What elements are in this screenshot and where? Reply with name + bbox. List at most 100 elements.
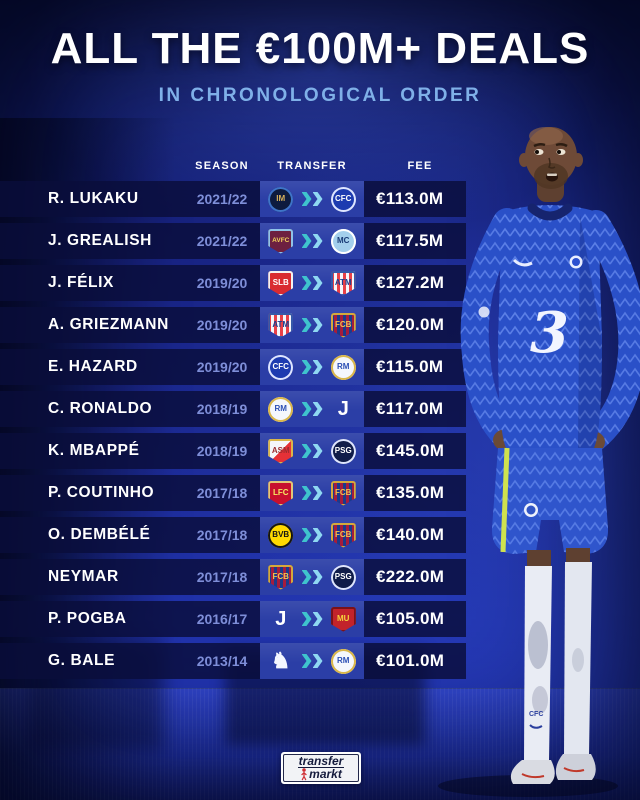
- transfer-cell: LFC FCB: [260, 475, 364, 511]
- fee-value: €135.0M: [376, 483, 445, 502]
- double-chevron-icon: [301, 318, 323, 332]
- club-badge-dortmund: BVB: [268, 522, 294, 548]
- svg-text:CFC: CFC: [529, 711, 543, 718]
- transfer-cell: ASM PSG: [260, 433, 364, 469]
- club-badge-atletico: ATM: [268, 312, 294, 338]
- season-value: 2017/18: [196, 485, 248, 501]
- player-name: J. GREALISH: [48, 232, 152, 249]
- club-badge-inter: IM: [268, 186, 294, 212]
- transfer-cell: ♞ RM: [260, 643, 364, 679]
- double-chevron-icon: [301, 486, 323, 500]
- transfer-cell: AVFC MC: [260, 223, 364, 259]
- player-photo-lukaku: 3 CFC: [438, 127, 640, 797]
- club-badge-juventus: J: [337, 398, 349, 420]
- svg-text:3: 3: [530, 300, 569, 366]
- season-value: 2018/19: [196, 401, 248, 417]
- club-badge-real-madrid: RM: [268, 396, 294, 422]
- table-rows: R. LUKAKU 2021/22 IM CFC €113.0M J. GREA…: [0, 181, 466, 685]
- club-badge-barcelona: FCB: [330, 312, 356, 338]
- double-chevron-icon: [301, 192, 323, 206]
- player-name: C. RONALDO: [48, 400, 153, 417]
- player-name: NEYMAR: [48, 568, 119, 585]
- double-chevron-icon: [301, 612, 323, 626]
- season-value: 2017/18: [196, 569, 248, 585]
- club-badge-barcelona: FCB: [330, 480, 356, 506]
- double-chevron-icon: [301, 444, 323, 458]
- transfer-cell: RM J: [260, 391, 364, 427]
- club-badge-liverpool: LFC: [268, 480, 294, 506]
- season-value: 2021/22: [196, 233, 248, 249]
- player-name: P. POGBA: [48, 610, 127, 627]
- club-badge-tottenham: ♞: [270, 648, 291, 673]
- club-badge-real-madrid: RM: [330, 648, 356, 674]
- transfer-cell: ATM FCB: [260, 307, 364, 343]
- club-badge-atletico: ATM: [330, 270, 356, 296]
- fee-value: €140.0M: [376, 525, 445, 544]
- transfermarkt-logo-frame: transfer markt: [283, 754, 359, 782]
- transfermarkt-wordmark-top: transfer: [297, 753, 345, 768]
- club-badge-man-city: MC: [330, 228, 356, 254]
- fee-value: €145.0M: [376, 441, 445, 460]
- table-row: P. POGBA 2016/17 J MU €105.0M: [0, 601, 466, 637]
- fee-value: €117.5M: [376, 231, 444, 250]
- transfermarkt-logo: transfer markt: [281, 752, 361, 784]
- season-value: 2016/17: [196, 611, 248, 627]
- season-value: 2018/19: [196, 443, 248, 459]
- transfer-cell: J MU: [260, 601, 364, 637]
- season-value: 2019/20: [196, 359, 248, 375]
- transfermarkt-wordmark-bottom: markt: [309, 766, 342, 781]
- player-name: K. MBAPPÉ: [48, 442, 140, 459]
- fee-value: €115.0M: [376, 357, 444, 376]
- club-badge-benfica: SLB: [268, 270, 294, 296]
- page-title: ALL THE €100M+ DEALS: [50, 24, 590, 73]
- fee-value: €117.0M: [376, 399, 444, 418]
- fee-value: €120.0M: [376, 315, 445, 334]
- transfer-cell: CFC RM: [260, 349, 364, 385]
- season-value: 2013/14: [196, 653, 248, 669]
- table-row: K. MBAPPÉ 2018/19 ASM PSG €145.0M: [0, 433, 466, 469]
- season-value: 2017/18: [196, 527, 248, 543]
- transfer-cell: BVB FCB: [260, 517, 364, 553]
- double-chevron-icon: [301, 360, 323, 374]
- double-chevron-icon: [301, 276, 323, 290]
- table-row: J. FÉLIX 2019/20 SLB ATM €127.2M: [0, 265, 466, 301]
- player-name: A. GRIEZMANN: [48, 316, 169, 333]
- fee-value: €127.2M: [376, 273, 445, 292]
- season-value: 2019/20: [196, 317, 248, 333]
- table-row: NEYMAR 2017/18 FCB PSG €222.0M: [0, 559, 466, 595]
- club-badge-psg: PSG: [330, 564, 356, 590]
- season-value: 2019/20: [196, 275, 248, 291]
- player-name: E. HAZARD: [48, 358, 138, 375]
- table-row: R. LUKAKU 2021/22 IM CFC €113.0M: [0, 181, 466, 217]
- table-row: P. COUTINHO 2017/18 LFC FCB €135.0M: [0, 475, 466, 511]
- fee-value: €222.0M: [376, 567, 445, 586]
- column-header-season: SEASON: [195, 160, 249, 172]
- table-row: A. GRIEZMANN 2019/20 ATM FCB €120.0M: [0, 307, 466, 343]
- transfer-cell: IM CFC: [260, 181, 364, 217]
- double-chevron-icon: [301, 654, 323, 668]
- column-header-transfer: TRANSFER: [277, 160, 347, 172]
- club-badge-man-united: MU: [330, 606, 356, 632]
- season-value: 2021/22: [196, 191, 248, 207]
- transfer-cell: SLB ATM: [260, 265, 364, 301]
- table-row: G. BALE 2013/14 ♞ RM €101.0M: [0, 643, 466, 679]
- club-badge-real-madrid: RM: [330, 354, 356, 380]
- double-chevron-icon: [301, 402, 323, 416]
- table-column-headers: SEASON TRANSFER FEE: [0, 160, 470, 176]
- double-chevron-icon: [301, 528, 323, 542]
- double-chevron-icon: [301, 234, 323, 248]
- club-badge-aston-villa: AVFC: [268, 228, 294, 254]
- player-name: R. LUKAKU: [48, 190, 139, 207]
- table-row: E. HAZARD 2019/20 CFC RM €115.0M: [0, 349, 466, 385]
- club-badge-chelsea: CFC: [268, 354, 294, 380]
- fee-value: €113.0M: [376, 189, 444, 208]
- player-name: O. DEMBÉLÉ: [48, 526, 151, 543]
- club-badge-monaco: ASM: [268, 438, 294, 464]
- fee-value: €101.0M: [376, 651, 445, 670]
- club-badge-barcelona: FCB: [330, 522, 356, 548]
- table-row: C. RONALDO 2018/19 RM J €117.0M: [0, 391, 466, 427]
- double-chevron-icon: [301, 570, 323, 584]
- player-name: J. FÉLIX: [48, 274, 114, 291]
- table-row: O. DEMBÉLÉ 2017/18 BVB FCB €140.0M: [0, 517, 466, 553]
